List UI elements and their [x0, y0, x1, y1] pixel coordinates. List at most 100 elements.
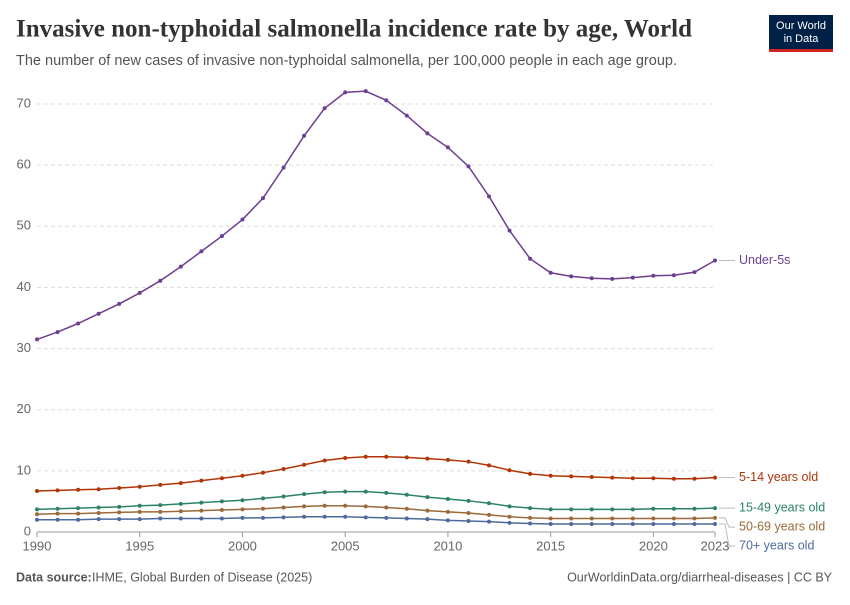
data-point	[404, 113, 409, 118]
chart-subtitle: The number of new cases of invasive non-…	[16, 53, 677, 69]
data-point	[158, 509, 163, 514]
data-point	[158, 278, 163, 283]
y-tick-label: 40	[17, 279, 31, 294]
x-tick-label: 2015	[536, 538, 565, 553]
data-point	[117, 485, 122, 490]
data-point	[55, 488, 60, 493]
data-point	[671, 506, 676, 511]
data-point	[528, 521, 533, 526]
data-point	[692, 270, 697, 275]
data-point	[302, 462, 307, 467]
data-point	[199, 249, 204, 254]
x-tick-label: 1990	[23, 538, 52, 553]
y-tick-label: 10	[17, 462, 31, 477]
y-tick-label: 20	[17, 401, 31, 416]
data-point	[35, 489, 39, 494]
logo[interactable]: Our World in Data	[769, 15, 833, 52]
data-point	[445, 457, 450, 462]
data-point	[219, 234, 224, 239]
data-point	[466, 459, 471, 464]
data-point	[651, 516, 656, 521]
data-point	[692, 522, 697, 527]
data-point	[35, 507, 39, 512]
logo-box	[769, 15, 833, 51]
data-point	[589, 474, 594, 479]
data-point	[630, 516, 635, 521]
data-point	[548, 522, 553, 527]
data-point	[240, 515, 245, 520]
data-point	[548, 270, 553, 275]
series-line	[36, 90, 716, 341]
data-point	[425, 131, 430, 136]
data-point	[281, 494, 286, 499]
data-point	[363, 515, 368, 520]
data-point	[281, 467, 286, 472]
data-point	[487, 194, 491, 199]
data-point	[117, 517, 122, 522]
data-point	[713, 475, 717, 480]
data-point	[178, 481, 183, 486]
x-tick-label: 2010	[433, 538, 462, 553]
data-point	[322, 458, 327, 463]
data-point	[671, 476, 676, 481]
data-point	[178, 509, 183, 514]
x-tick-label: 1995	[125, 538, 154, 553]
data-point	[445, 518, 450, 523]
data-point	[363, 454, 368, 459]
series-line	[36, 456, 716, 492]
data-point	[158, 516, 163, 521]
data-point	[528, 471, 533, 476]
data-point	[55, 330, 60, 335]
y-tick-label: 60	[17, 157, 31, 172]
data-point	[96, 505, 101, 510]
series-line	[36, 504, 716, 520]
y-tick-label: 30	[17, 340, 31, 355]
data-point	[651, 273, 656, 278]
data-point	[548, 507, 553, 512]
data-point	[384, 454, 389, 459]
data-point	[322, 514, 327, 519]
data-point	[302, 492, 307, 497]
data-point	[384, 98, 389, 103]
data-point	[487, 463, 491, 468]
data-point	[137, 484, 142, 489]
data-point	[322, 490, 327, 495]
data-point	[404, 455, 409, 460]
data-point	[322, 106, 327, 111]
data-point	[651, 506, 656, 511]
data-point	[445, 509, 450, 514]
data-point	[199, 516, 204, 521]
data-point	[261, 515, 265, 520]
data-point	[281, 515, 286, 520]
series-line	[37, 515, 715, 525]
data-point	[35, 337, 39, 342]
data-point	[404, 492, 409, 497]
credit[interactable]: OurWorldinData.org/diarrheal-diseases | …	[567, 570, 833, 584]
data-point	[240, 507, 245, 512]
data-point	[76, 321, 81, 326]
data-point	[569, 274, 574, 279]
data-point	[137, 509, 142, 514]
data-point	[199, 508, 204, 513]
data-point	[569, 474, 574, 479]
data-point	[651, 522, 656, 527]
data-point	[425, 495, 430, 500]
data-point	[466, 498, 471, 503]
data-point	[630, 476, 635, 481]
data-point	[219, 507, 224, 512]
data-point	[589, 522, 594, 527]
label-connector	[719, 523, 735, 547]
data-point	[117, 301, 122, 306]
data-point	[713, 522, 717, 527]
data-point	[343, 456, 348, 461]
data-point	[692, 476, 697, 481]
data-point	[96, 311, 101, 316]
data-point	[117, 504, 122, 509]
data-point	[35, 517, 39, 522]
data-point	[76, 511, 81, 516]
legend-label: 70+ years old	[739, 538, 814, 552]
data-point	[240, 498, 245, 503]
data-point	[404, 516, 409, 521]
data-point	[363, 504, 368, 509]
source: IHME, Global Burden of Disease (2025)	[92, 570, 312, 584]
